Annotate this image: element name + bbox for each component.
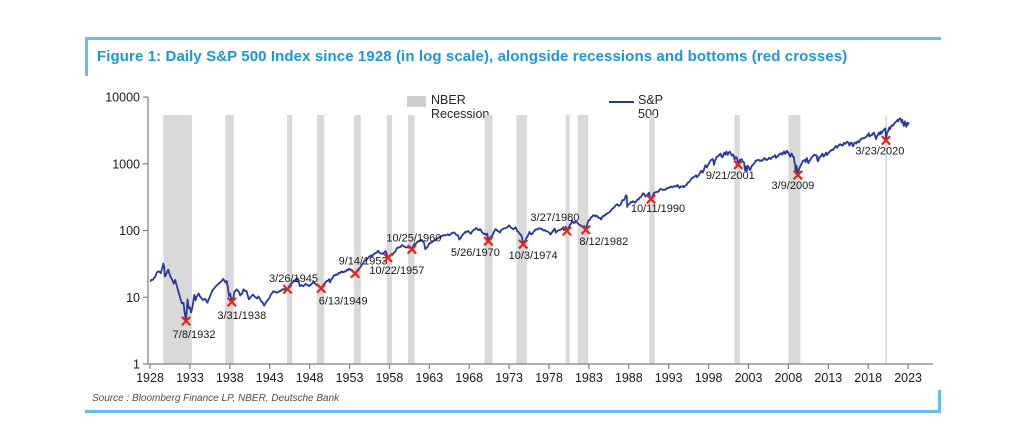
- x-tick-label: 1933: [176, 371, 204, 385]
- bottom-cross: [733, 159, 744, 170]
- x-tick-label: 1983: [575, 371, 603, 385]
- recession-band: [163, 115, 192, 364]
- bottom-date-label: 9/14/1953: [339, 256, 388, 268]
- x-tick-label: 1953: [336, 371, 364, 385]
- bottom-cross: [226, 296, 237, 307]
- bottom-rule: [85, 410, 941, 413]
- x-tick-label: 1928: [136, 371, 164, 385]
- bottom-cross: [880, 135, 891, 146]
- y-tick-label: 1: [133, 358, 140, 372]
- x-tick-label: 1938: [216, 371, 244, 385]
- bottom-cross: [561, 226, 572, 236]
- recession-band: [225, 115, 234, 364]
- legend-label-sp500: S&P 500: [638, 93, 663, 121]
- title-left-bracket: [85, 37, 88, 76]
- x-tick-label: 2013: [814, 371, 842, 385]
- x-tick-label: 2003: [735, 371, 763, 385]
- recession-band: [354, 115, 361, 364]
- x-tick-label: 1943: [256, 371, 284, 385]
- x-tick-label: 1968: [455, 371, 483, 385]
- top-rule: [85, 37, 941, 40]
- x-tick-label: 2023: [894, 371, 922, 385]
- y-tick-label: 1000: [112, 157, 140, 171]
- bottom-cross: [316, 283, 327, 294]
- x-tick-label: 1998: [695, 371, 723, 385]
- bottom-cross: [483, 236, 494, 247]
- legend-label-recession: NBER Recession: [431, 93, 490, 121]
- recession-band: [577, 115, 589, 364]
- bottom-date-label: 10/3/1974: [509, 250, 558, 262]
- bottom-date-label: 9/21/2001: [706, 170, 755, 182]
- bottom-cross: [181, 316, 192, 327]
- bottom-date-label: 10/25/1960: [386, 232, 441, 244]
- bottom-date-label: 3/9/2009: [771, 180, 814, 192]
- bottom-date-label: 10/22/1957: [369, 265, 424, 277]
- bottom-date-label: 3/31/1938: [217, 310, 266, 322]
- x-tick-label: 1988: [615, 371, 643, 385]
- x-tick-label: 1963: [415, 371, 443, 385]
- bottom-date-label: 3/27/1980: [530, 212, 579, 224]
- bottom-cross: [350, 268, 361, 279]
- bottom-cross: [282, 284, 293, 295]
- source-note: Source : Bloomberg Finance LP, NBER, Deu…: [92, 393, 340, 404]
- bottom-cross: [646, 194, 656, 205]
- bottom-cross: [406, 244, 417, 255]
- sp500-line-swatch: [609, 101, 634, 103]
- recession-band: [316, 115, 325, 364]
- x-tick-label: 2008: [774, 371, 802, 385]
- bottom-right-bracket: [938, 390, 941, 413]
- x-tick-label: 1973: [495, 371, 523, 385]
- bottom-date-label: 5/26/1970: [451, 247, 500, 259]
- recession-band: [649, 115, 655, 364]
- bottom-date-label: 8/12/1982: [579, 236, 628, 248]
- bottom-date-label: 3/23/2020: [855, 145, 904, 157]
- bottom-date-label: 10/11/1990: [631, 203, 685, 215]
- x-tick-label: 1958: [375, 371, 403, 385]
- x-tick-label: 2018: [854, 371, 882, 385]
- recession-band: [788, 115, 801, 364]
- x-tick-label: 1978: [535, 371, 563, 385]
- recession-band: [386, 115, 393, 364]
- y-tick-label: 10000: [105, 91, 140, 105]
- sp500-log-chart: 1 10 100 1000 10000 1928 1933 1938 1943 1948 1953 1…: [105, 91, 933, 385]
- bottom-date-label: 6/13/1949: [319, 295, 368, 307]
- y-tick-label: 100: [119, 224, 140, 238]
- x-tick-label: 1948: [296, 371, 324, 385]
- bottom-date-label: 3/26/1945: [269, 273, 318, 285]
- bottom-cross: [382, 252, 393, 263]
- x-tick-label: 1993: [655, 371, 683, 385]
- bottom-cross: [792, 170, 803, 181]
- sp500-line: [149, 117, 910, 322]
- recession-band: [885, 115, 887, 364]
- recession-band: [734, 115, 740, 364]
- figure-title: Figure 1: Daily S&P 500 Index since 1928…: [97, 48, 848, 65]
- recession-band: [565, 115, 570, 364]
- y-tick-label: 10: [126, 291, 140, 305]
- bottom-cross: [518, 239, 529, 250]
- recession-band: [408, 115, 415, 364]
- recession-band: [287, 115, 293, 364]
- bottom-date-label: 7/8/1932: [173, 329, 216, 341]
- recession-swatch: [407, 96, 426, 107]
- bottom-cross: [580, 224, 591, 235]
